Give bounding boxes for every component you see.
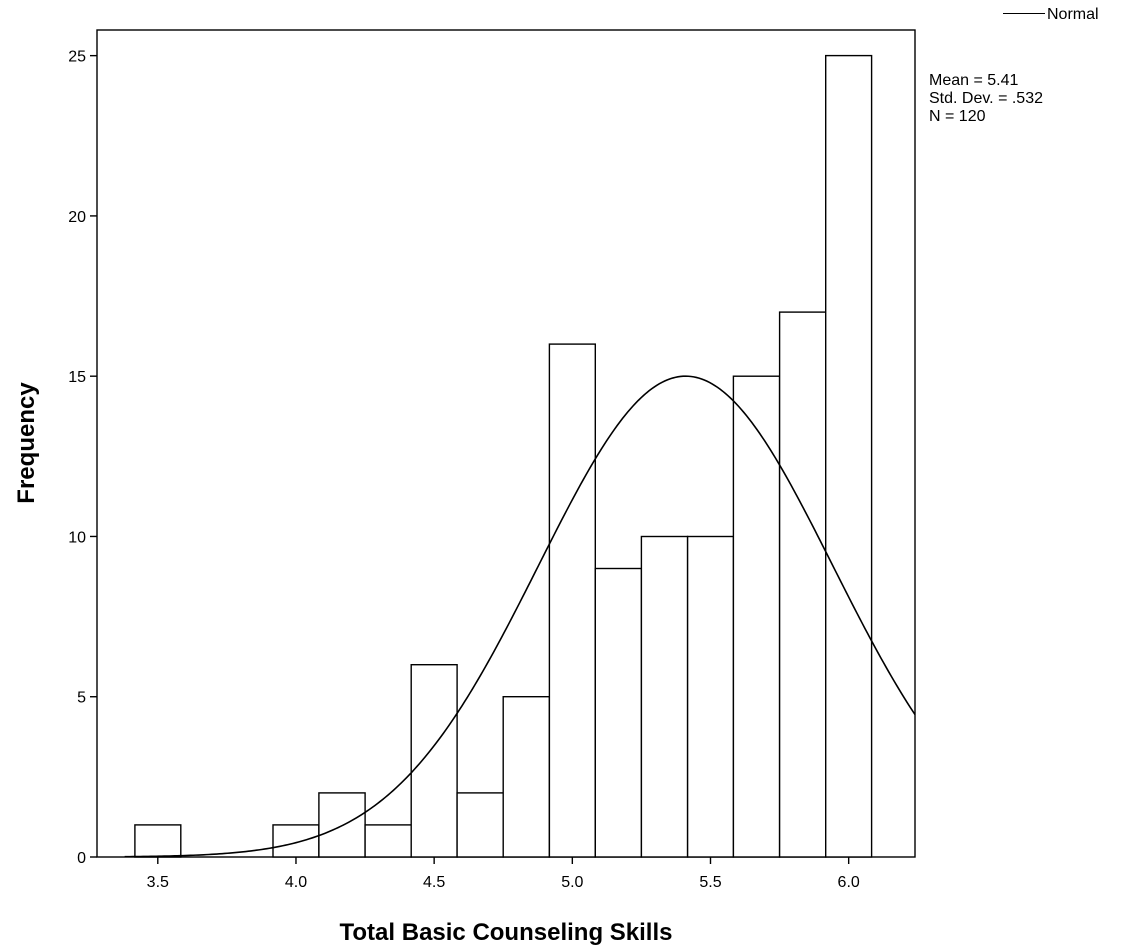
histogram-bar-6 <box>410 664 458 858</box>
x-tick-label-4: 5.5 <box>699 874 721 891</box>
histogram-bar-3 <box>272 824 320 858</box>
histogram-bars <box>134 54 873 858</box>
histogram-bar-8 <box>502 696 551 858</box>
histogram-bar-12 <box>686 535 735 858</box>
histogram-bar-4 <box>318 792 366 858</box>
y-axis-ticks: 0 5 10 15 20 25 <box>68 49 97 867</box>
y-tick-label-3: 15 <box>68 369 86 386</box>
histogram-bar-7 <box>456 792 505 858</box>
histogram-bar-9 <box>548 343 597 858</box>
histogram-bar-14 <box>778 311 827 858</box>
y-tick-label-4: 20 <box>68 209 86 226</box>
x-tick-label-5: 6.0 <box>838 874 860 891</box>
legend: Normal <box>1003 6 1099 26</box>
legend-line-swatch <box>1003 13 1045 15</box>
histogram-bar-13 <box>732 375 781 858</box>
x-tick-label-1: 4.0 <box>285 874 307 891</box>
y-tick-label-5: 25 <box>68 49 86 66</box>
y-axis-title: Frequency <box>13 382 40 504</box>
histogram-bar-10 <box>594 567 643 858</box>
stat-n: N = 120 <box>929 108 986 125</box>
histogram-bar-5 <box>364 824 413 858</box>
x-tick-label-0: 3.5 <box>147 874 169 891</box>
x-tick-label-2: 4.5 <box>423 874 445 891</box>
x-axis-title: Total Basic Counseling Skills <box>340 919 673 946</box>
normal-distribution-curve <box>124 375 916 858</box>
y-tick-label-1: 5 <box>77 690 86 707</box>
histogram-bar-11 <box>640 535 689 858</box>
y-tick-label-0: 0 <box>77 850 86 867</box>
x-tick-label-3: 5.0 <box>561 874 583 891</box>
stat-mean: Mean = 5.41 <box>929 72 1019 89</box>
legend-label-normal: Normal <box>1047 6 1099 23</box>
histogram-bar-0 <box>134 824 182 858</box>
stat-std-dev: Std. Dev. = .532 <box>929 90 1043 107</box>
y-tick-label-2: 10 <box>68 529 86 546</box>
x-axis-ticks: 3.5 4.0 4.5 5.0 5.5 6.0 <box>147 857 860 891</box>
histogram-bar-15 <box>825 54 873 858</box>
